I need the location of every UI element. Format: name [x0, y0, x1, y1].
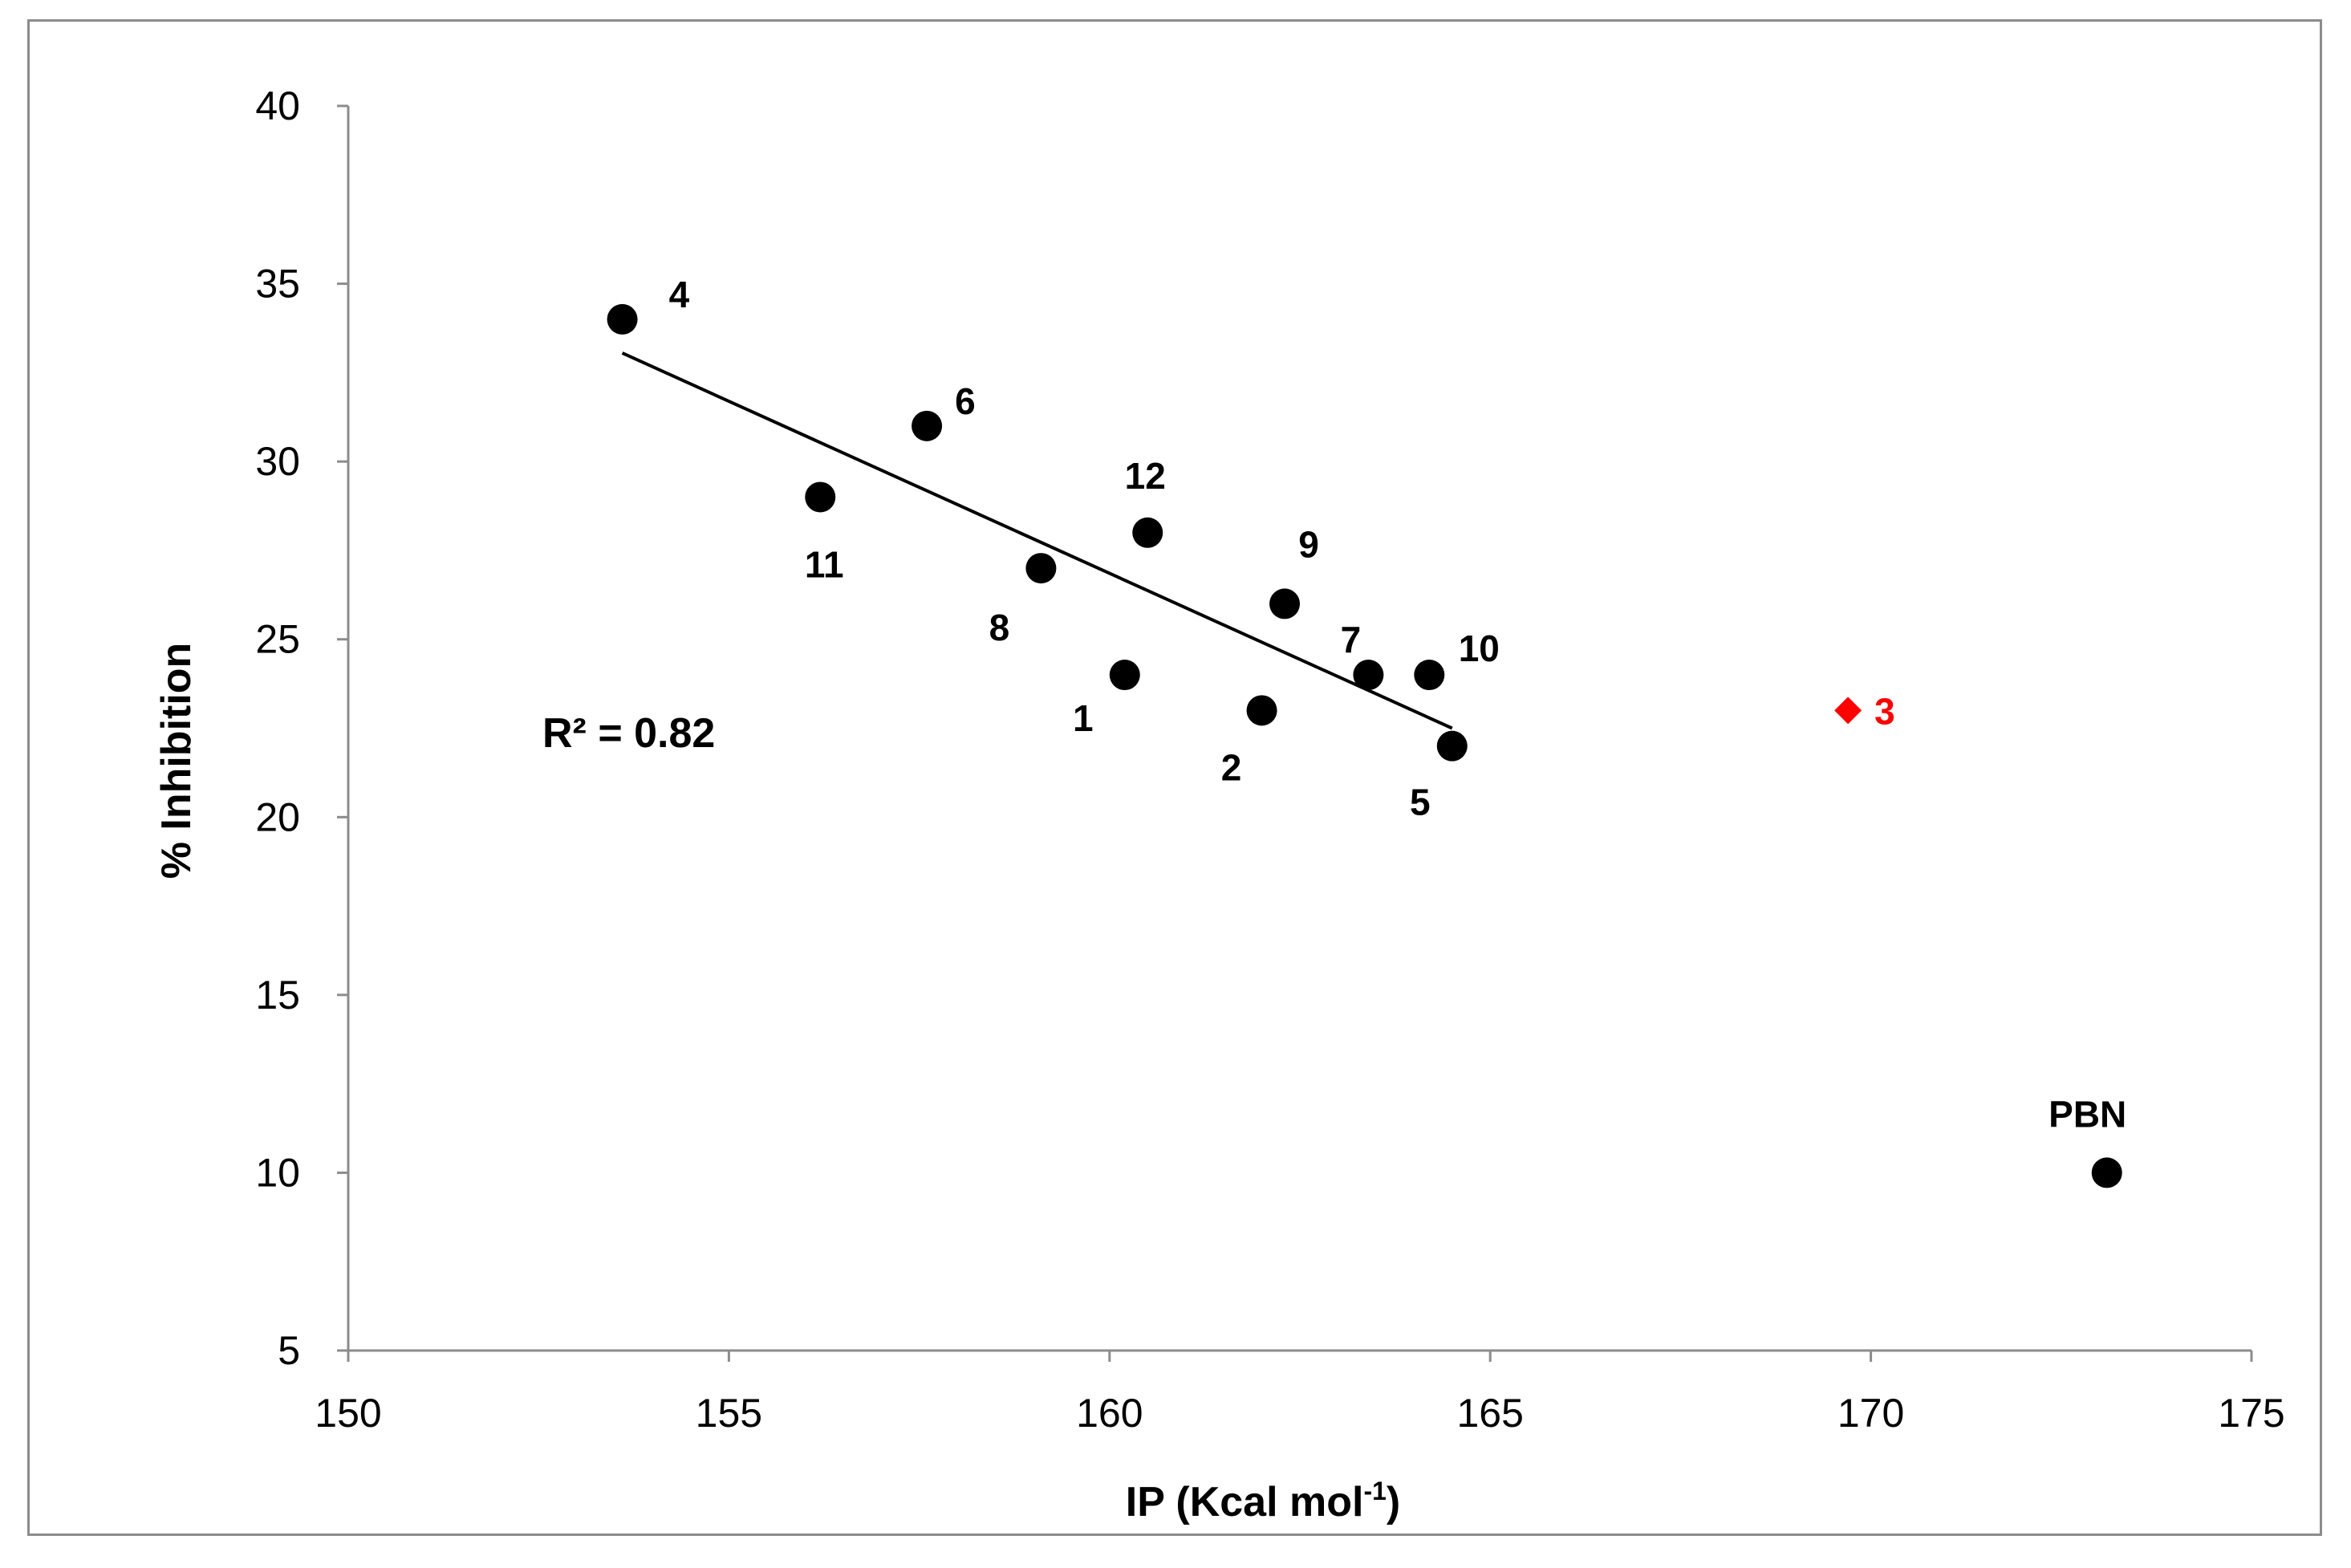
y-tick-label: 20	[255, 794, 300, 839]
data-point-7	[1353, 660, 1384, 691]
x-axis-title: IP (Kcal mol-1)	[1126, 1477, 1400, 1525]
data-point-6	[912, 410, 943, 441]
point-label-6: 6	[955, 380, 976, 422]
point-label-7: 7	[1341, 619, 1362, 660]
data-point-11	[805, 481, 836, 513]
x-axis-title-end: )	[1387, 1479, 1400, 1525]
x-axis-title-superscript: -1	[1363, 1477, 1386, 1505]
chart-frame	[27, 19, 2322, 1536]
data-point-10	[1414, 660, 1445, 691]
y-tick-label: 25	[255, 617, 300, 662]
x-axis-title-text: IP (Kcal mol	[1126, 1479, 1364, 1525]
x-tick-label: 155	[696, 1391, 762, 1436]
data-point-2	[1246, 695, 1277, 726]
y-tick-label: 10	[255, 1150, 300, 1195]
point-label-5: 5	[1410, 782, 1431, 823]
y-tick-label: 30	[255, 439, 300, 484]
y-tick-label: 15	[255, 973, 300, 1018]
data-point-12	[1132, 517, 1163, 548]
x-tick-labels: 150 155 160 165 170 175	[315, 1351, 2285, 1436]
y-axis-title: % Inhibition	[153, 643, 200, 879]
r-squared-annotation: R² = 0.82	[542, 710, 715, 757]
data-points	[607, 303, 2122, 1188]
y-tick-labels: 5 10 15 20 25 30 35 40	[255, 83, 348, 1373]
point-label-4: 4	[669, 274, 690, 315]
point-label-10: 10	[1459, 628, 1500, 669]
x-tick-label: 150	[315, 1391, 381, 1436]
data-point-4	[607, 303, 638, 335]
point-label-2: 2	[1221, 746, 1242, 788]
data-point-5	[1436, 730, 1468, 762]
y-tick-label: 35	[255, 262, 300, 307]
point-labels: 4 6 11 12 8 9 1 7 10 2 5 PBN 3	[669, 274, 2127, 1135]
y-tick-label: 40	[255, 83, 300, 128]
x-tick-label: 160	[1076, 1391, 1143, 1436]
y-tick-label: 5	[278, 1328, 300, 1373]
data-point-3	[1834, 697, 1862, 725]
point-label-1: 1	[1073, 697, 1094, 739]
point-label-3: 3	[1874, 690, 1895, 732]
data-point-PBN	[2091, 1157, 2122, 1188]
axes	[347, 106, 2252, 1352]
data-point-8	[1025, 553, 1057, 584]
point-label-9: 9	[1298, 523, 1319, 565]
x-tick-label: 165	[1456, 1391, 1523, 1436]
point-label-8: 8	[989, 607, 1010, 648]
trendline	[621, 351, 1453, 730]
data-point-1	[1109, 660, 1140, 691]
point-label-11: 11	[805, 543, 844, 585]
point-label-12: 12	[1125, 455, 1166, 497]
x-tick-label: 170	[1837, 1391, 1904, 1436]
x-tick-label: 175	[2218, 1391, 2284, 1436]
point-label-PBN: PBN	[2048, 1093, 2126, 1135]
data-point-9	[1269, 588, 1301, 619]
